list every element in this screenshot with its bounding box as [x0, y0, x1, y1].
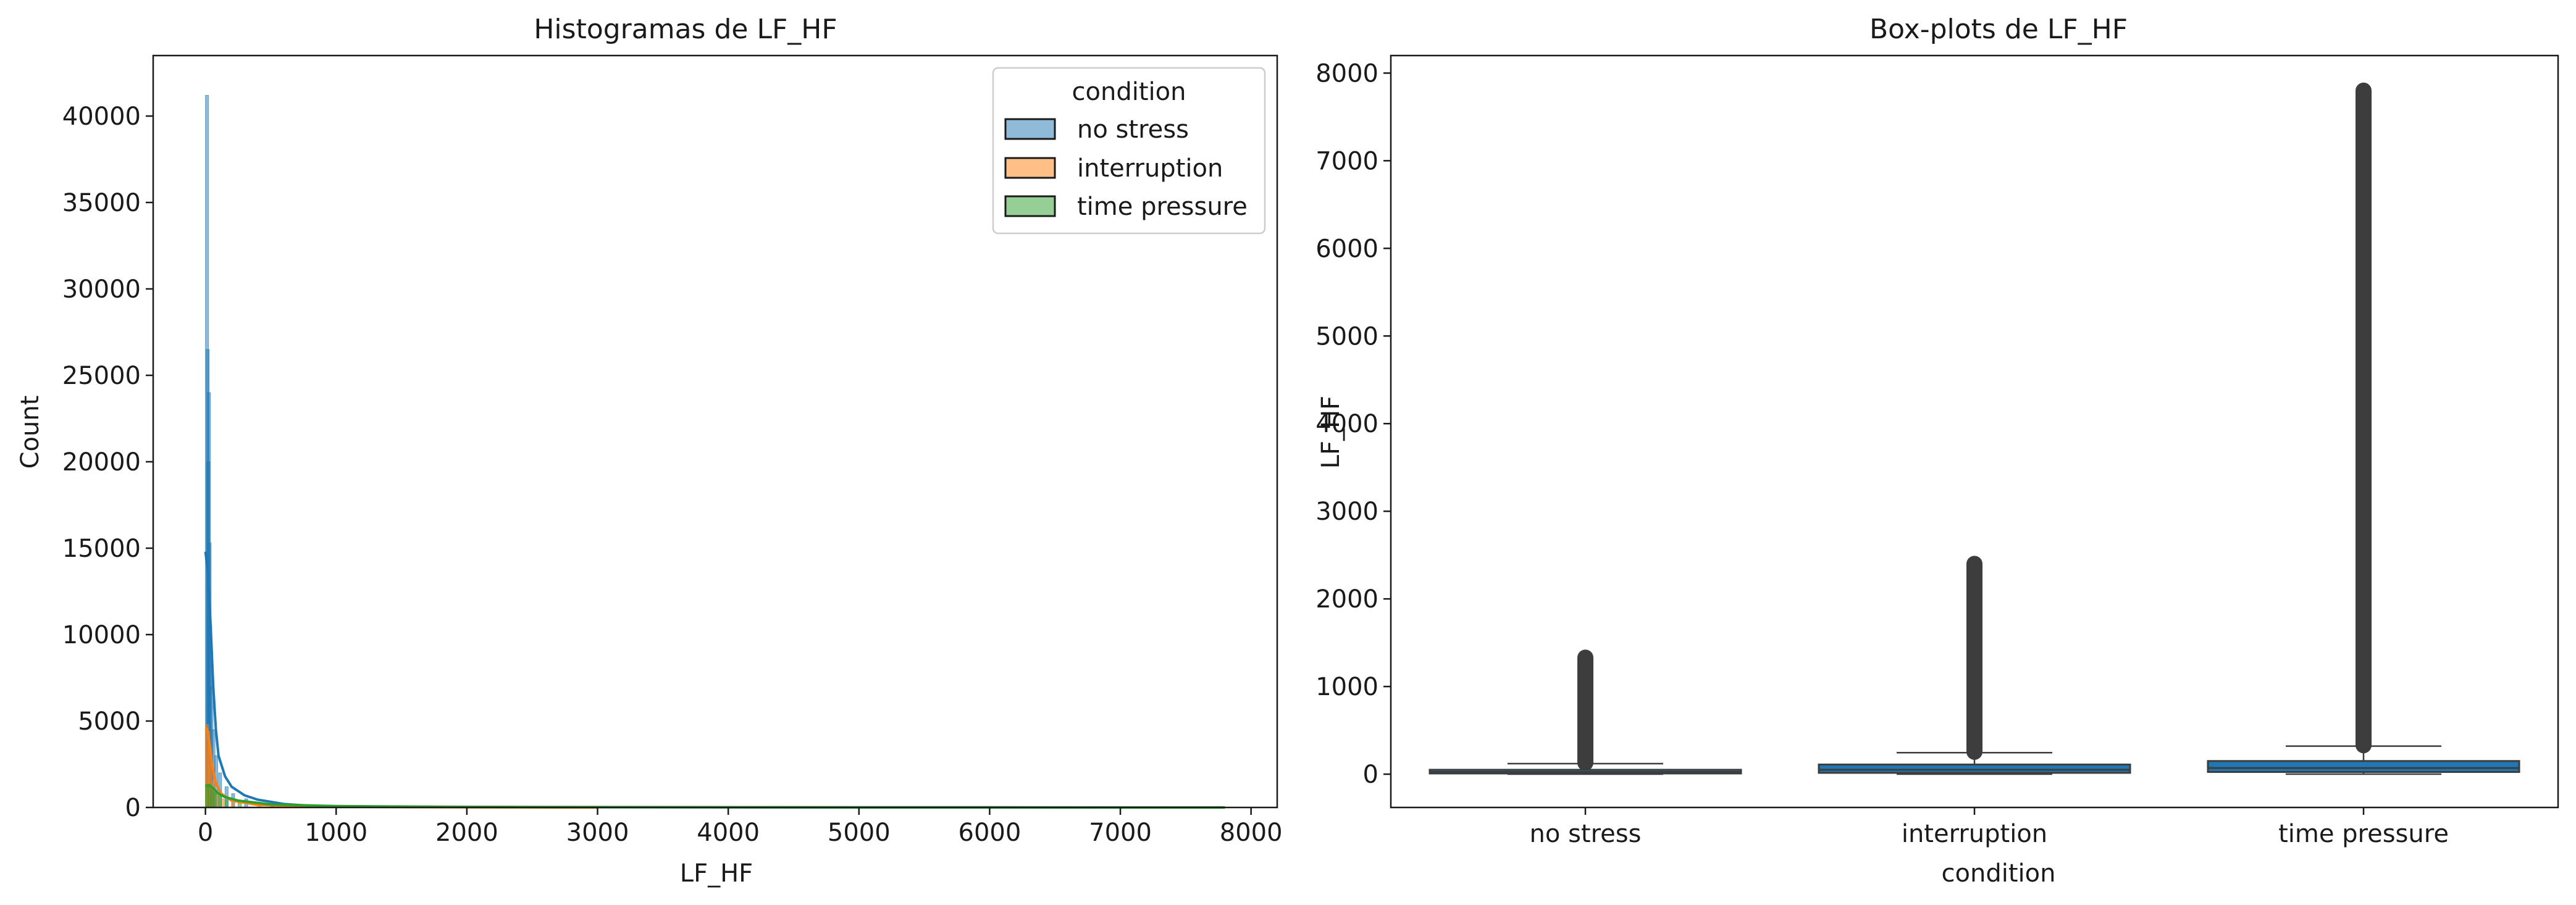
histogram-axes-frame	[152, 54, 1278, 809]
box-y-tick-label-6: 6000	[1315, 235, 1378, 263]
hist-y-tick-label-0: 0	[125, 794, 141, 822]
hist-x-tick-label-8: 8000	[1220, 819, 1283, 847]
hist-x-tick-label-0: 0	[198, 819, 213, 847]
histogram-legend: condition no stress interruption time pr…	[992, 67, 1266, 235]
boxplot-panel: Box-plots de LF_HF no stress interruption…	[1315, 14, 2559, 888]
hist-bar-time-pressure-5	[224, 799, 229, 808]
legend-frame	[992, 67, 1266, 235]
legend-swatch-interruption	[1004, 157, 1056, 179]
hist-y-tick-label-1: 5000	[78, 707, 141, 736]
hist-y-tick-label-5: 25000	[62, 362, 141, 390]
box-y-tick-label-5: 5000	[1315, 322, 1378, 351]
hist-y-tick-label-6: 30000	[62, 275, 141, 304]
hist-x-tick-label-2: 2000	[435, 819, 498, 847]
hist-y-tick-label-4: 20000	[62, 448, 141, 477]
box-y-tick-label-2: 2000	[1315, 585, 1378, 614]
hist-x-tick-label-5: 5000	[828, 819, 891, 847]
hist-y-tick-label-8: 40000	[62, 102, 141, 131]
hist-x-tick-label-4: 4000	[697, 819, 760, 847]
histogram-x-ticks: 0 1000 2000 3000 4000 5000 6000 7000 8000	[198, 807, 1283, 847]
hist-y-tick-label-3: 15000	[62, 535, 141, 563]
box-y-tick-label-8: 8000	[1315, 59, 1378, 88]
boxplot-y-axis-label: LF_HF	[1317, 396, 1345, 469]
box-y-tick-label-4: 4000	[1315, 410, 1378, 438]
legend-label-no-stress: no stress	[1077, 115, 1189, 144]
box-y-tick-label-1: 1000	[1315, 673, 1378, 701]
box-y-tick-label-0: 0	[1363, 761, 1378, 789]
box-x-tick-label-no-stress: no stress	[1530, 820, 1642, 848]
hist-x-tick-label-3: 3000	[566, 819, 629, 847]
box-time-pressure	[2207, 760, 2520, 774]
box-y-tick-label-3: 3000	[1315, 498, 1378, 526]
legend-swatch-no-stress	[1004, 118, 1056, 140]
legend-title: condition	[1072, 78, 1186, 106]
hist-x-tick-label-6: 6000	[959, 819, 1022, 847]
histogram-panel: Histogramas de LF_HF 0 1000 2000 3000 4000 50…	[16, 14, 1283, 888]
legend-swatch-time-pressure	[1004, 195, 1056, 217]
boxplot-title: Box-plots de LF_HF	[1869, 14, 2128, 45]
histogram-title: Histogramas de LF_HF	[534, 14, 837, 45]
hist-x-tick-label-7: 7000	[1089, 819, 1152, 847]
box-interruption	[1818, 763, 2131, 774]
hist-y-tick-label-7: 35000	[62, 189, 141, 217]
hist-bar-time-pressure-3	[212, 792, 217, 808]
histogram-y-axis-label: Count	[16, 396, 44, 469]
hist-x-tick-label-1: 1000	[304, 819, 367, 847]
histogram-x-axis-label: LF_HF	[680, 859, 753, 888]
boxplot-x-axis-label: condition	[1942, 859, 2056, 888]
hist-y-tick-label-2: 10000	[62, 621, 141, 649]
hist-bar-time-pressure-4	[218, 796, 222, 808]
boxplot-y-ticks: 0 1000 2000 3000 4000 5000 6000 7000 8000	[1315, 59, 1391, 789]
boxplot-x-ticks: no stress interruption time pressure	[1530, 807, 2449, 848]
boxplot-plot-area	[1429, 82, 2520, 775]
histogram-y-ticks: 0 5000 10000 15000 20000 25000 30000 35000 40000	[62, 102, 153, 822]
box-x-tick-label-interruption: interruption	[1902, 820, 2047, 848]
box-y-tick-label-7: 7000	[1315, 147, 1378, 175]
legend-label-interruption: interruption	[1077, 154, 1223, 183]
legend-label-time-pressure: time pressure	[1077, 193, 1248, 221]
box-x-tick-label-time-pressure: time pressure	[2278, 820, 2449, 848]
